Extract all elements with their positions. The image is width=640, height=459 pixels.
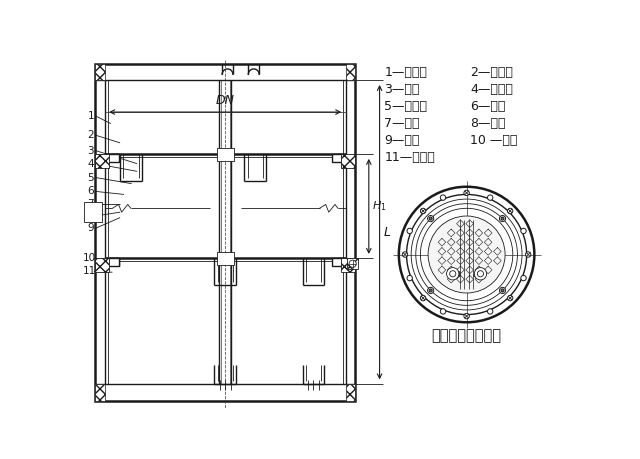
Bar [341,154,355,168]
Text: 7—螺栓: 7—螺栓 [384,117,420,130]
Circle shape [450,271,456,277]
Text: 8—螺母: 8—螺母 [470,117,506,130]
Text: 9: 9 [86,214,92,224]
Text: 11—石棉绳: 11—石棉绳 [384,151,435,163]
Text: 5—塔盘圈: 5—塔盘圈 [384,100,428,113]
Bar [95,258,109,272]
Bar [346,384,355,401]
Circle shape [521,275,526,281]
Circle shape [407,228,412,234]
Bar [217,252,234,264]
Bar [95,63,355,401]
Circle shape [403,252,408,257]
Bar [105,258,118,266]
Bar [332,154,346,162]
Text: 2: 2 [88,130,94,140]
Bar [332,258,346,266]
Bar [95,63,105,80]
Bar [95,154,109,168]
Text: 9: 9 [88,224,94,233]
Circle shape [474,268,486,280]
Circle shape [428,215,434,222]
Text: 10: 10 [83,253,96,263]
Circle shape [501,217,504,220]
Text: a: a [473,269,479,279]
Bar [346,63,355,80]
Circle shape [420,296,426,301]
Text: 8: 8 [86,208,92,218]
Text: 定距管式塔盘结构: 定距管式塔盘结构 [431,328,502,343]
Circle shape [429,289,432,292]
Circle shape [488,195,493,200]
Text: 1: 1 [88,111,94,121]
Circle shape [428,287,434,293]
Circle shape [488,309,493,314]
Bar [84,202,102,222]
Circle shape [407,275,412,281]
Bar [217,148,234,161]
Text: 4—定距管: 4—定距管 [470,83,513,96]
Text: 3: 3 [88,146,94,156]
Circle shape [440,195,445,200]
Text: 9—压板: 9—压板 [384,134,420,146]
Text: 2—降液管: 2—降液管 [470,66,513,79]
Circle shape [440,309,445,314]
Circle shape [420,208,426,213]
Text: 4: 4 [88,159,94,168]
Text: 6—吊耳: 6—吊耳 [470,100,506,113]
Text: 11: 11 [83,267,96,276]
Text: 10 —压圈: 10 —压圈 [470,134,518,146]
Text: 8: 8 [88,211,94,221]
Text: $L$: $L$ [383,226,391,239]
Text: 3—拉杆: 3—拉杆 [384,83,420,96]
Text: a: a [454,269,460,279]
Text: 6: 6 [88,186,94,196]
Circle shape [464,190,469,196]
Bar [95,384,105,401]
Text: 5: 5 [88,173,94,183]
Text: $H_1$: $H_1$ [372,200,387,213]
Circle shape [464,313,469,319]
Circle shape [525,252,531,257]
Circle shape [508,208,513,213]
Bar [105,154,118,162]
Circle shape [428,216,505,293]
Circle shape [499,287,506,293]
Circle shape [429,217,432,220]
Circle shape [501,289,504,292]
Text: DN: DN [216,95,235,107]
Circle shape [521,228,526,234]
Circle shape [499,215,506,222]
Circle shape [447,268,459,280]
Circle shape [508,296,513,301]
Circle shape [349,260,356,267]
Text: 7: 7 [88,200,94,209]
Bar [348,258,358,269]
Text: 1—塔盘板: 1—塔盘板 [384,66,427,79]
Bar [341,258,355,272]
Circle shape [477,271,484,277]
